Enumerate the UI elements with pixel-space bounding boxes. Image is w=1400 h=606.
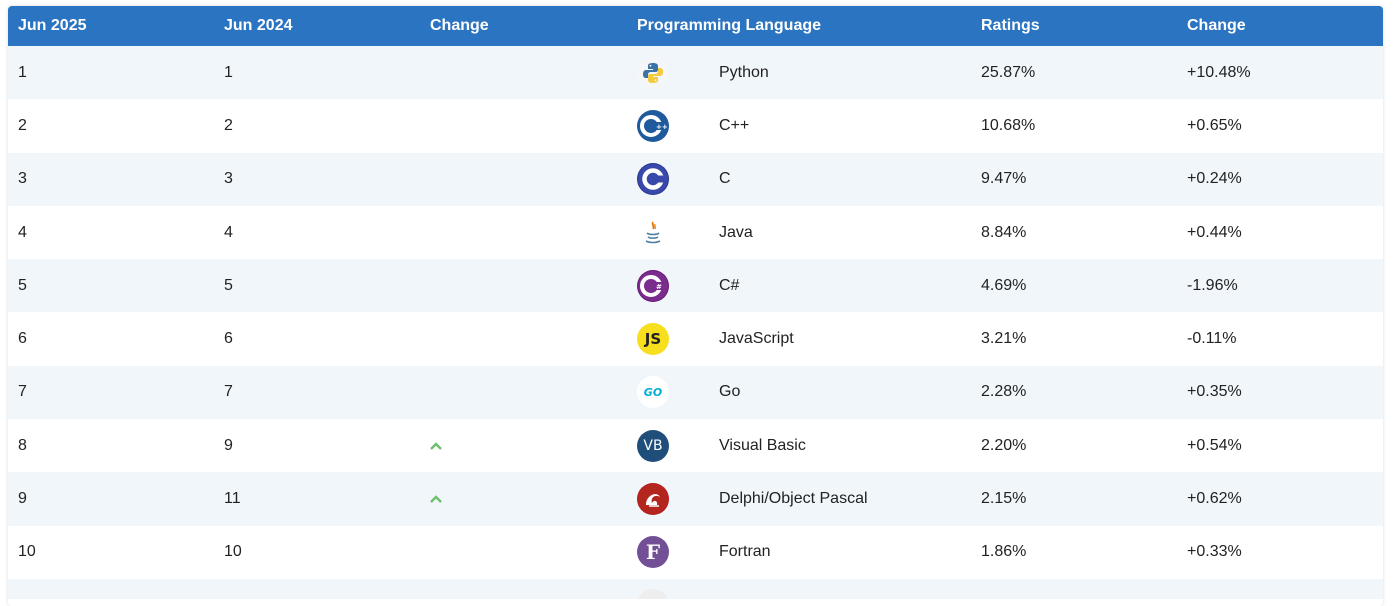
table-row: 7 7 GO Go 2.28% +0.35% xyxy=(8,365,1383,420)
rating-change: +0.62% xyxy=(1187,490,1242,508)
language-name[interactable]: Go xyxy=(719,383,741,401)
rank-current: 2 xyxy=(18,116,27,134)
rank-current: 8 xyxy=(18,436,27,454)
table-row: 2 2 ++ C++ 10.68% +0.65% xyxy=(8,99,1383,153)
header-rank-change[interactable]: Change xyxy=(430,17,489,34)
rating-value: 8.84% xyxy=(981,223,1027,241)
rank-previous: 2 xyxy=(224,116,233,134)
rank-current: 1 xyxy=(18,63,27,81)
fortran-icon: F xyxy=(637,536,669,569)
rating-change: +0.65% xyxy=(1187,116,1242,134)
rank-previous: 4 xyxy=(224,223,233,241)
javascript-icon: JS xyxy=(637,323,669,356)
language-name[interactable]: Fortran xyxy=(719,543,771,561)
rank-previous: 1 xyxy=(224,63,233,81)
table-header: Jun 2025 Jun 2024 Change Programming Lan… xyxy=(8,6,1383,46)
rank-current: 5 xyxy=(18,276,27,294)
language-name[interactable]: C# xyxy=(719,276,740,294)
language-name[interactable]: Visual Basic xyxy=(719,436,806,454)
visual-basic-icon-text: VB xyxy=(643,437,663,454)
language-name[interactable]: C++ xyxy=(719,116,750,134)
rank-previous: 11 xyxy=(224,490,241,508)
rank-previous: 10 xyxy=(224,543,242,561)
rank-current: 10 xyxy=(18,543,36,561)
table-row: 10 10 F Fortran 1.86% +0.33% xyxy=(8,525,1383,579)
rating-change: +0.24% xyxy=(1187,170,1242,188)
rank-current: 3 xyxy=(18,170,27,188)
svg-text:++: ++ xyxy=(656,123,668,131)
tiobe-index-table: Jun 2025 Jun 2024 Change Programming Lan… xyxy=(8,6,1383,599)
table-row: 8 9 VB Visual Basic 2.20% +0.54% xyxy=(8,419,1383,473)
rating-value: 4.69% xyxy=(981,276,1027,294)
rating-change: +0.54% xyxy=(1187,436,1242,454)
table-body: 1 1 Python 25.87% +10.48% 2 2 xyxy=(8,46,1383,599)
table-row: 3 3 C 9.47% +0.24% xyxy=(8,152,1383,206)
language-logo-partial-icon xyxy=(637,588,669,599)
rating-value: 2.20% xyxy=(981,436,1027,454)
rank-current: 9 xyxy=(18,490,27,508)
rank-current: 4 xyxy=(18,223,27,241)
language-name[interactable]: Delphi/Object Pascal xyxy=(719,490,868,508)
fortran-icon-text: F xyxy=(645,540,661,565)
rating-value: 2.28% xyxy=(981,383,1027,401)
go-icon-text: GO xyxy=(643,385,663,399)
rating-change: -0.11% xyxy=(1187,330,1237,348)
javascript-icon-text: JS xyxy=(644,330,662,349)
rank-previous: 6 xyxy=(224,330,233,348)
rank-current: 7 xyxy=(18,383,27,401)
rating-value: 2.15% xyxy=(981,490,1027,508)
rank-previous: 5 xyxy=(224,276,233,294)
rating-change: +0.44% xyxy=(1187,223,1242,241)
rank-up-arrow-icon xyxy=(430,495,442,503)
table-row: 6 6 JS JavaScript 3.21% -0.11% xyxy=(8,312,1383,366)
rank-previous: 7 xyxy=(224,383,233,401)
rating-value: 25.87% xyxy=(981,63,1036,81)
rating-value: 3.21% xyxy=(981,330,1027,348)
rating-change: +10.48% xyxy=(1187,63,1251,81)
header-rating-change[interactable]: Change xyxy=(1187,17,1246,34)
table-row: 4 4 Java 8.84% +0.44% xyxy=(8,205,1383,260)
header-language[interactable]: Programming Language xyxy=(637,17,822,34)
table-row: 1 1 Python 25.87% +10.48% xyxy=(8,46,1383,100)
rank-current: 6 xyxy=(18,330,27,348)
language-name[interactable]: C xyxy=(719,170,731,188)
language-name[interactable]: JavaScript xyxy=(719,330,794,348)
rating-value: 9.47% xyxy=(981,170,1027,188)
rating-change: +0.35% xyxy=(1187,383,1242,401)
delphi-icon xyxy=(637,483,669,516)
rating-value: 1.86% xyxy=(981,543,1027,561)
rank-previous: 9 xyxy=(224,436,233,454)
java-icon xyxy=(637,216,669,249)
table-row: 5 5 # C# 4.69% -1.96% xyxy=(8,259,1383,313)
header-ratings[interactable]: Ratings xyxy=(981,17,1040,34)
rank-up-arrow-icon xyxy=(430,442,442,450)
go-icon: GO xyxy=(637,376,669,409)
language-name[interactable]: Java xyxy=(719,223,753,241)
svg-text:#: # xyxy=(656,283,662,291)
visual-basic-icon: VB xyxy=(637,429,669,462)
rank-previous: 3 xyxy=(224,170,233,188)
rating-change: +0.33% xyxy=(1187,543,1242,561)
rating-change: -1.96% xyxy=(1187,276,1238,294)
python-icon xyxy=(637,56,669,89)
rating-value: 10.68% xyxy=(981,116,1036,134)
language-name[interactable]: Python xyxy=(719,63,769,81)
cplusplus-icon: ++ xyxy=(637,109,669,142)
csharp-icon: # xyxy=(637,269,669,302)
table-row-partial xyxy=(8,578,1383,599)
c-icon xyxy=(637,163,669,196)
header-current-month[interactable]: Jun 2025 xyxy=(18,17,87,34)
table-row: 9 11 Delphi/Object Pascal 2.15% +0.62% xyxy=(8,472,1383,526)
header-previous-month[interactable]: Jun 2024 xyxy=(224,17,293,34)
